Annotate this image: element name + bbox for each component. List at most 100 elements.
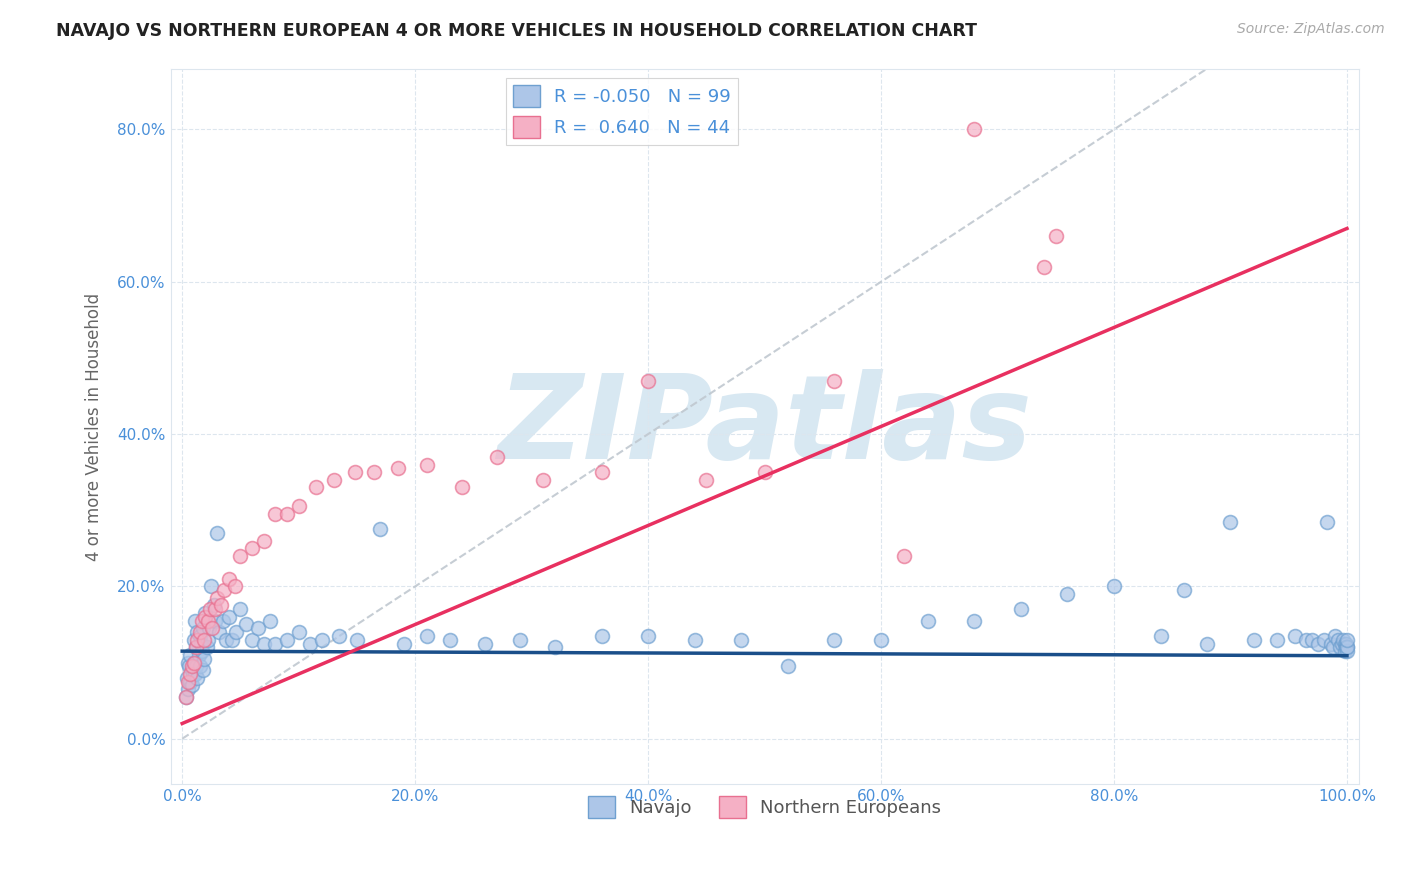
Point <box>194 610 217 624</box>
Point <box>180 678 202 692</box>
Point <box>202 599 225 613</box>
Point <box>1326 632 1348 647</box>
Point <box>246 621 269 635</box>
Point <box>754 465 776 479</box>
Text: NAVAJO VS NORTHERN EUROPEAN 4 OR MORE VEHICLES IN HOUSEHOLD CORRELATION CHART: NAVAJO VS NORTHERN EUROPEAN 4 OR MORE VE… <box>56 22 977 40</box>
Point <box>201 621 224 635</box>
Point <box>179 674 201 689</box>
Point <box>917 614 939 628</box>
Point <box>177 682 200 697</box>
Point <box>191 663 214 677</box>
Point <box>212 614 235 628</box>
Point <box>240 632 263 647</box>
Point <box>193 652 215 666</box>
Point <box>276 632 298 647</box>
Point <box>218 572 240 586</box>
Point <box>225 625 247 640</box>
Point <box>591 465 613 479</box>
Point <box>439 632 461 647</box>
Point <box>186 640 208 655</box>
Point <box>183 632 205 647</box>
Point <box>311 632 333 647</box>
Point <box>730 632 752 647</box>
Point <box>870 632 893 647</box>
Point <box>204 602 226 616</box>
Legend: Navajo, Northern Europeans: Navajo, Northern Europeans <box>581 789 949 825</box>
Point <box>1295 632 1317 647</box>
Point <box>485 450 508 464</box>
Point <box>683 632 706 647</box>
Point <box>1333 636 1355 650</box>
Point <box>346 632 368 647</box>
Point <box>963 614 986 628</box>
Point <box>1056 587 1078 601</box>
Point <box>264 507 287 521</box>
Point <box>205 591 228 605</box>
Point <box>191 621 214 635</box>
Point <box>287 500 309 514</box>
Point <box>1045 229 1067 244</box>
Point <box>363 465 385 479</box>
Point <box>824 374 846 388</box>
Point <box>188 625 211 640</box>
Point <box>253 636 276 650</box>
Point <box>824 632 846 647</box>
Point <box>1334 640 1357 655</box>
Point <box>1316 515 1339 529</box>
Point <box>212 583 235 598</box>
Point <box>209 599 232 613</box>
Point <box>205 526 228 541</box>
Point <box>1306 636 1329 650</box>
Point <box>287 625 309 640</box>
Point <box>305 480 328 494</box>
Point <box>1312 632 1334 647</box>
Point <box>174 690 197 704</box>
Point <box>224 579 246 593</box>
Point <box>893 549 915 563</box>
Point <box>191 614 214 628</box>
Point <box>1173 583 1195 598</box>
Point <box>197 632 219 647</box>
Point <box>1219 515 1241 529</box>
Point <box>179 667 201 681</box>
Point <box>509 632 531 647</box>
Y-axis label: 4 or more Vehicles in Household: 4 or more Vehicles in Household <box>86 293 103 560</box>
Point <box>591 629 613 643</box>
Point <box>200 579 222 593</box>
Point <box>963 122 986 136</box>
Point <box>637 374 659 388</box>
Point <box>1149 629 1171 643</box>
Point <box>221 632 243 647</box>
Point <box>387 461 409 475</box>
Point <box>1301 632 1323 647</box>
Point <box>695 473 717 487</box>
Point <box>191 644 214 658</box>
Point <box>1102 579 1125 593</box>
Point <box>1265 632 1288 647</box>
Point <box>184 614 207 628</box>
Point <box>183 656 205 670</box>
Point <box>253 533 276 548</box>
Point <box>180 659 202 673</box>
Point <box>204 614 226 628</box>
Point <box>179 648 201 662</box>
Point <box>259 614 281 628</box>
Point <box>177 656 200 670</box>
Point <box>343 465 366 479</box>
Point <box>1243 632 1265 647</box>
Point <box>235 617 257 632</box>
Point <box>229 602 252 616</box>
Point <box>1336 632 1358 647</box>
Point <box>187 648 209 662</box>
Point <box>208 625 231 640</box>
Point <box>179 659 201 673</box>
Point <box>190 636 212 650</box>
Point <box>392 636 415 650</box>
Point <box>240 541 263 556</box>
Point <box>637 629 659 643</box>
Point <box>186 625 208 640</box>
Point <box>1197 636 1219 650</box>
Point <box>183 656 205 670</box>
Point <box>450 480 472 494</box>
Point <box>1033 260 1056 274</box>
